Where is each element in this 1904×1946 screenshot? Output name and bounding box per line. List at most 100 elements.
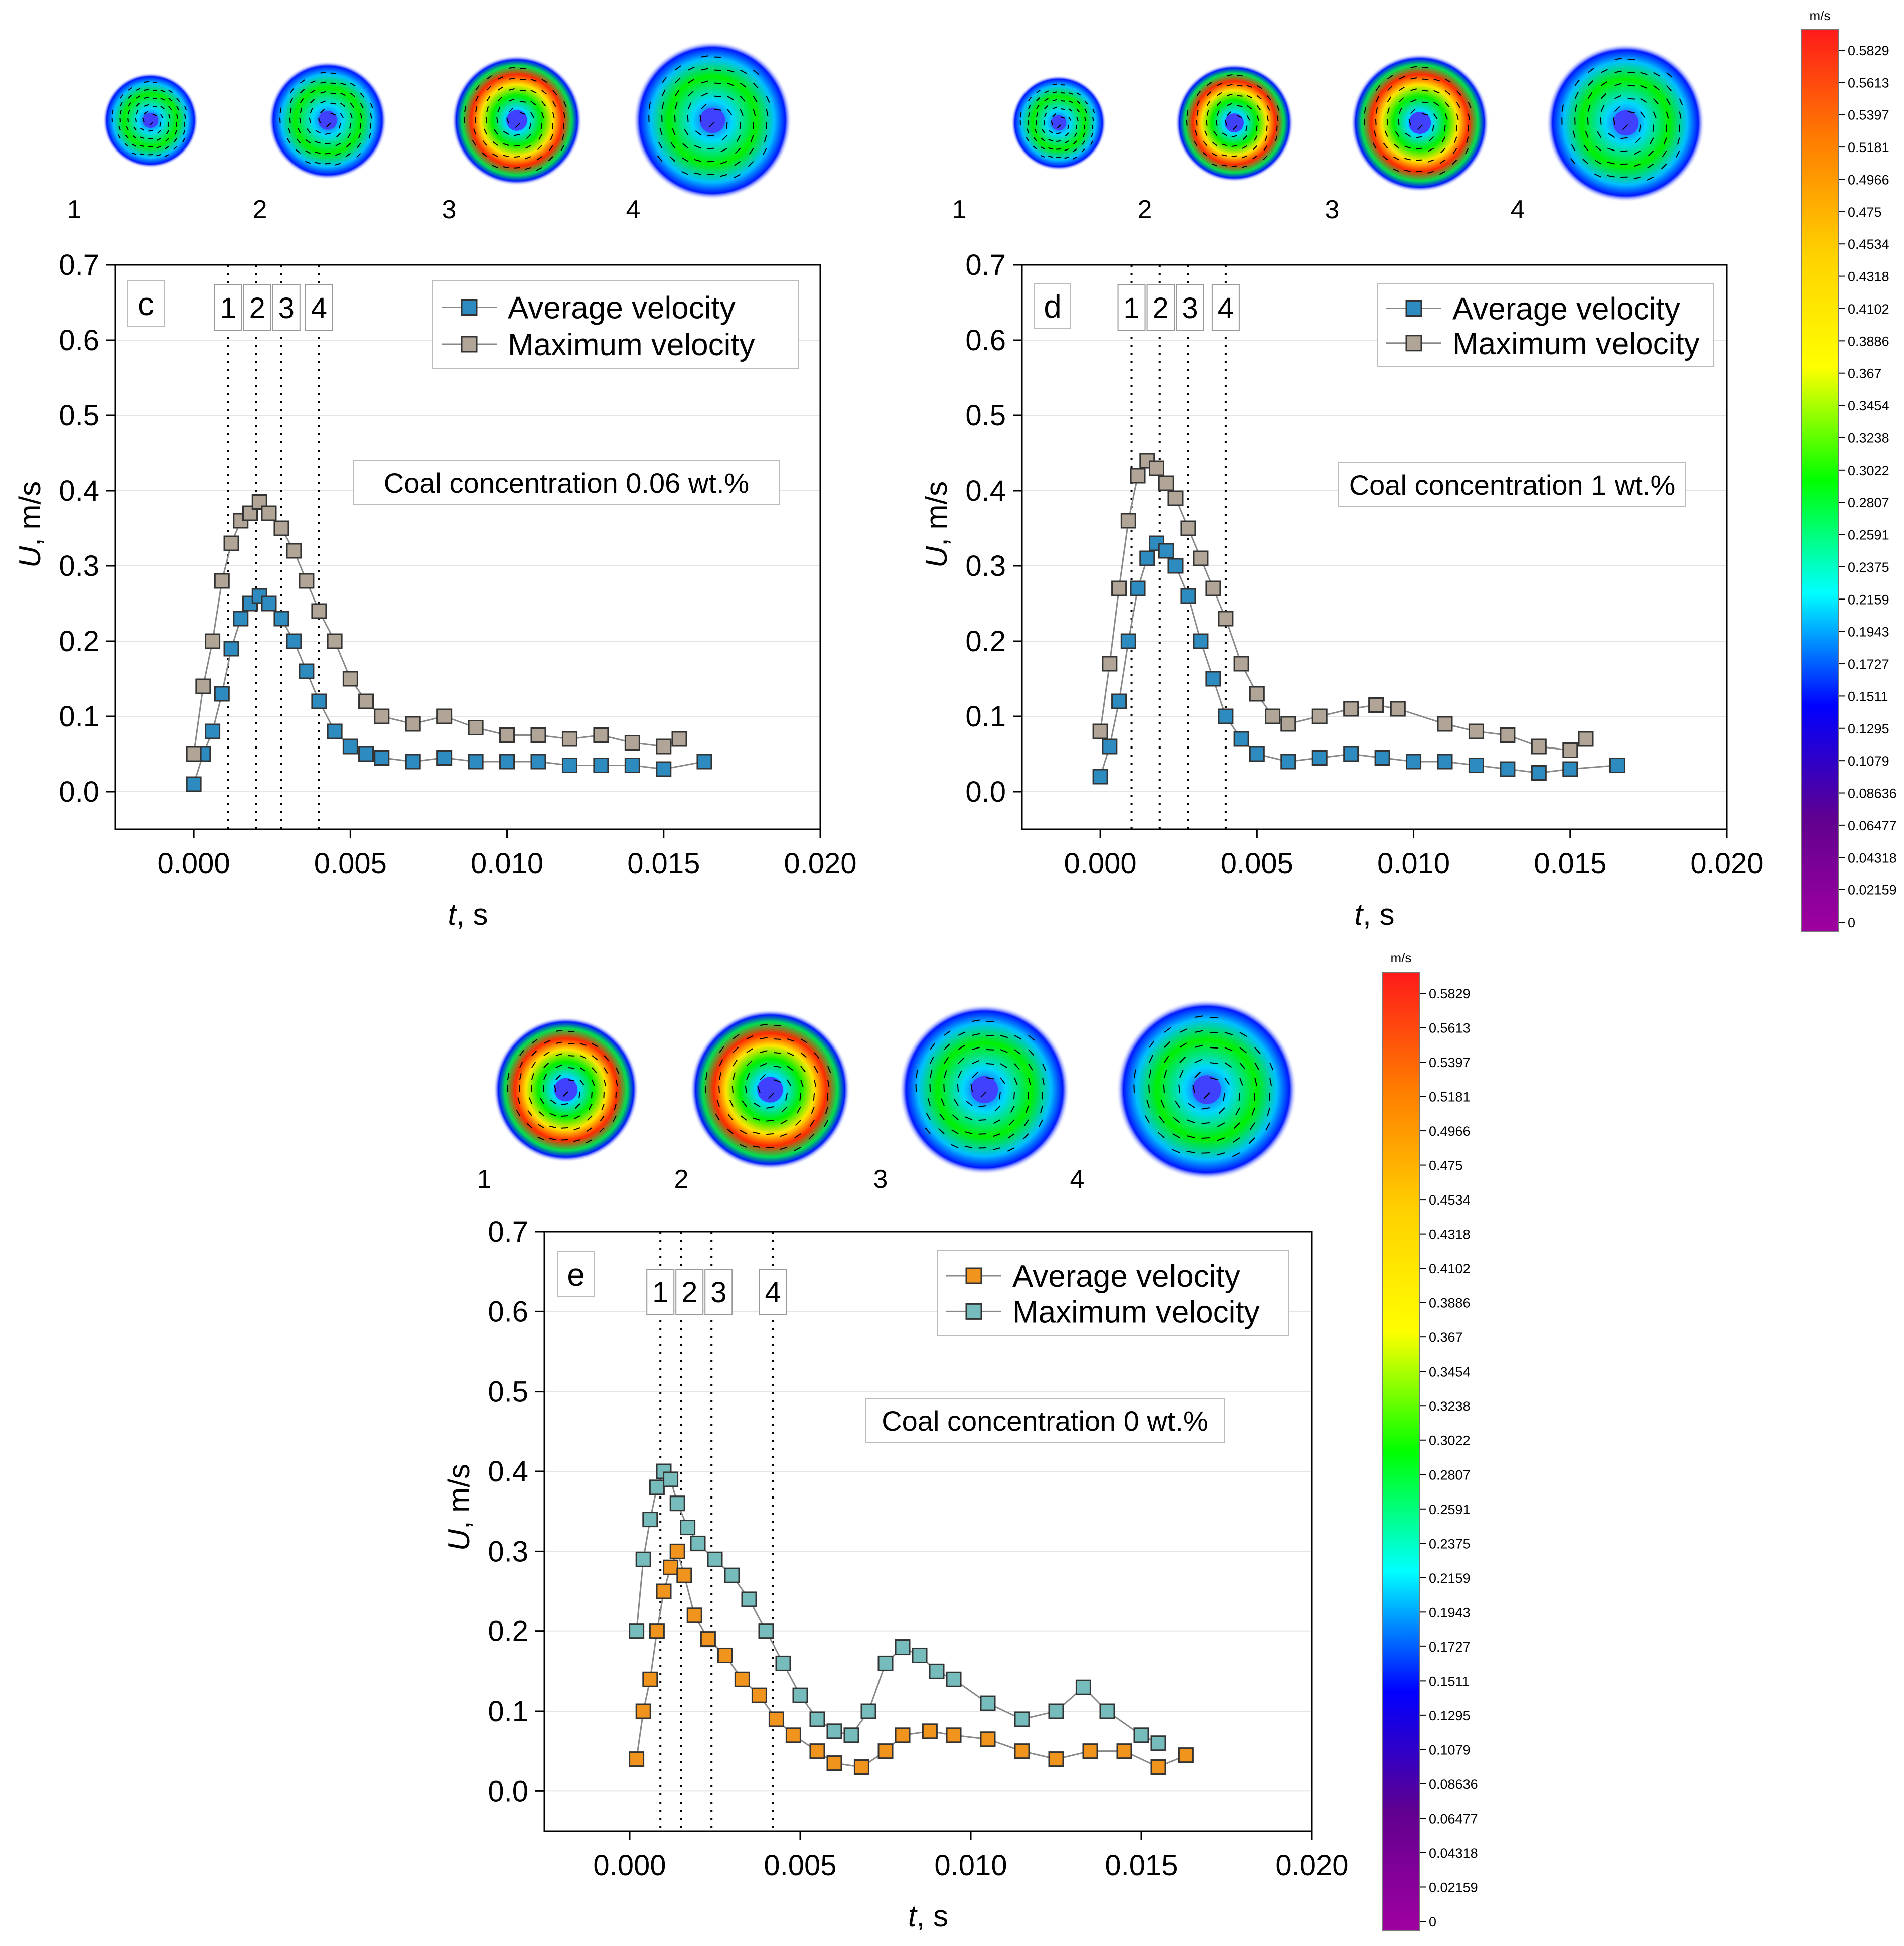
velocity-vector — [1251, 1107, 1255, 1116]
data-point — [1099, 1703, 1115, 1719]
velocity-vector — [315, 141, 321, 144]
velocity-vector — [496, 117, 498, 124]
panel-label: c — [138, 286, 154, 322]
velocity-vector — [305, 150, 311, 154]
velocity-vector — [944, 1057, 949, 1064]
velocity-vector — [1456, 102, 1460, 108]
data-point — [877, 1743, 894, 1759]
data-point — [1092, 769, 1108, 785]
velocity-vector — [320, 81, 326, 84]
data-point — [1130, 468, 1146, 484]
snapshot-marker-label: 3 — [710, 1276, 726, 1309]
vortex-core — [554, 1078, 578, 1102]
snapshot-marker-box — [214, 284, 242, 331]
velocity-vector — [306, 139, 311, 144]
velocity-vector — [773, 1066, 781, 1068]
velocity-vector — [1028, 104, 1031, 109]
data-point — [273, 611, 289, 627]
vortex-core — [142, 112, 159, 128]
velocity-vector — [787, 1066, 794, 1071]
velocity-vector — [128, 95, 132, 99]
velocity-vector — [530, 79, 537, 82]
velocity-vector — [930, 1056, 934, 1064]
y-tick-label: 0.6 — [488, 1295, 528, 1328]
data-point — [286, 543, 302, 559]
velocity-vector — [951, 1129, 959, 1134]
data-point — [686, 1607, 702, 1623]
velocity-vector — [926, 1113, 931, 1120]
velocity-vector — [1433, 101, 1439, 106]
velocity-vector — [184, 106, 187, 111]
velocity-vector — [120, 94, 124, 99]
velocity-vector — [1068, 92, 1073, 95]
velocity-vector — [1239, 1077, 1243, 1086]
velocity-vector — [1052, 83, 1057, 85]
velocity-vector — [760, 1074, 766, 1080]
velocity-vector — [325, 132, 331, 135]
velocity-vector — [1222, 132, 1228, 136]
velocity-vector — [160, 114, 164, 119]
velocity-vector — [1028, 1091, 1029, 1100]
velocity-vector — [1084, 108, 1088, 113]
y-tick-label: 0.5 — [965, 399, 1006, 432]
velocity-vector — [1209, 1062, 1218, 1064]
velocity-vector — [483, 128, 487, 135]
velocity-snapshot-c-3 — [452, 55, 582, 186]
legend-swatch — [965, 1303, 982, 1320]
velocity-vector — [800, 1066, 806, 1073]
velocity-vector — [1661, 163, 1667, 170]
velocity-vector — [613, 1115, 617, 1122]
y-tick-label: 0.2 — [59, 625, 99, 658]
velocity-vector — [345, 153, 351, 157]
velocity-vector — [529, 1097, 532, 1104]
velocity-vector — [370, 103, 373, 109]
velocity-vector — [168, 122, 169, 127]
velocity-vector — [1253, 1092, 1255, 1101]
data-point — [1014, 1711, 1030, 1727]
velocity-vector — [1052, 91, 1057, 93]
velocity-vector — [753, 82, 759, 89]
velocity-vector — [1587, 92, 1593, 99]
data-point — [468, 720, 484, 735]
velocity-vector — [492, 153, 498, 157]
velocity-vector — [1267, 1107, 1270, 1116]
velocity-vector — [944, 1070, 947, 1078]
velocity-vector — [132, 143, 137, 147]
velocity-vector — [174, 130, 177, 135]
velocity-vector — [1091, 132, 1093, 137]
velocity-vector — [1444, 90, 1451, 95]
velocity-vector — [128, 87, 132, 91]
velocity-vector — [1040, 155, 1045, 158]
velocity-vector — [1427, 171, 1434, 174]
x-tick-label: 0.010 — [471, 847, 543, 880]
snapshot-marker-box — [704, 1269, 733, 1315]
y-tick-label: 0.4 — [59, 475, 99, 507]
velocity-vector — [289, 98, 294, 104]
velocity-vector — [310, 99, 315, 104]
velocity-vector — [1036, 89, 1041, 93]
velocity-vector — [541, 90, 547, 95]
velocity-vector — [970, 1084, 973, 1092]
velocity-vector — [735, 147, 741, 154]
velocity-vector — [549, 1113, 556, 1116]
velocity-vector — [340, 92, 346, 96]
vortex-core — [318, 111, 337, 130]
snapshot-marker-box — [272, 284, 301, 331]
velocity-vector — [1647, 176, 1654, 181]
velocity-vector — [1028, 1063, 1033, 1071]
velocity-vector — [1036, 97, 1040, 101]
data-point — [1149, 460, 1165, 476]
velocity-vector — [552, 101, 556, 107]
velocity-vector — [1399, 86, 1405, 91]
velocity-snapshot-e-3 — [899, 1004, 1070, 1175]
colorbar-tick-label: 0.367 — [1848, 366, 1882, 381]
velocity-vector — [739, 122, 741, 129]
velocity-vector — [529, 123, 531, 130]
velocity-vector — [1231, 165, 1237, 167]
velocity-vector — [1144, 1115, 1150, 1123]
velocity-vector — [296, 138, 301, 144]
data-point — [624, 758, 640, 773]
velocity-vector — [340, 82, 346, 86]
velocity-vector — [1041, 137, 1045, 141]
velocity-vector — [1404, 170, 1411, 172]
